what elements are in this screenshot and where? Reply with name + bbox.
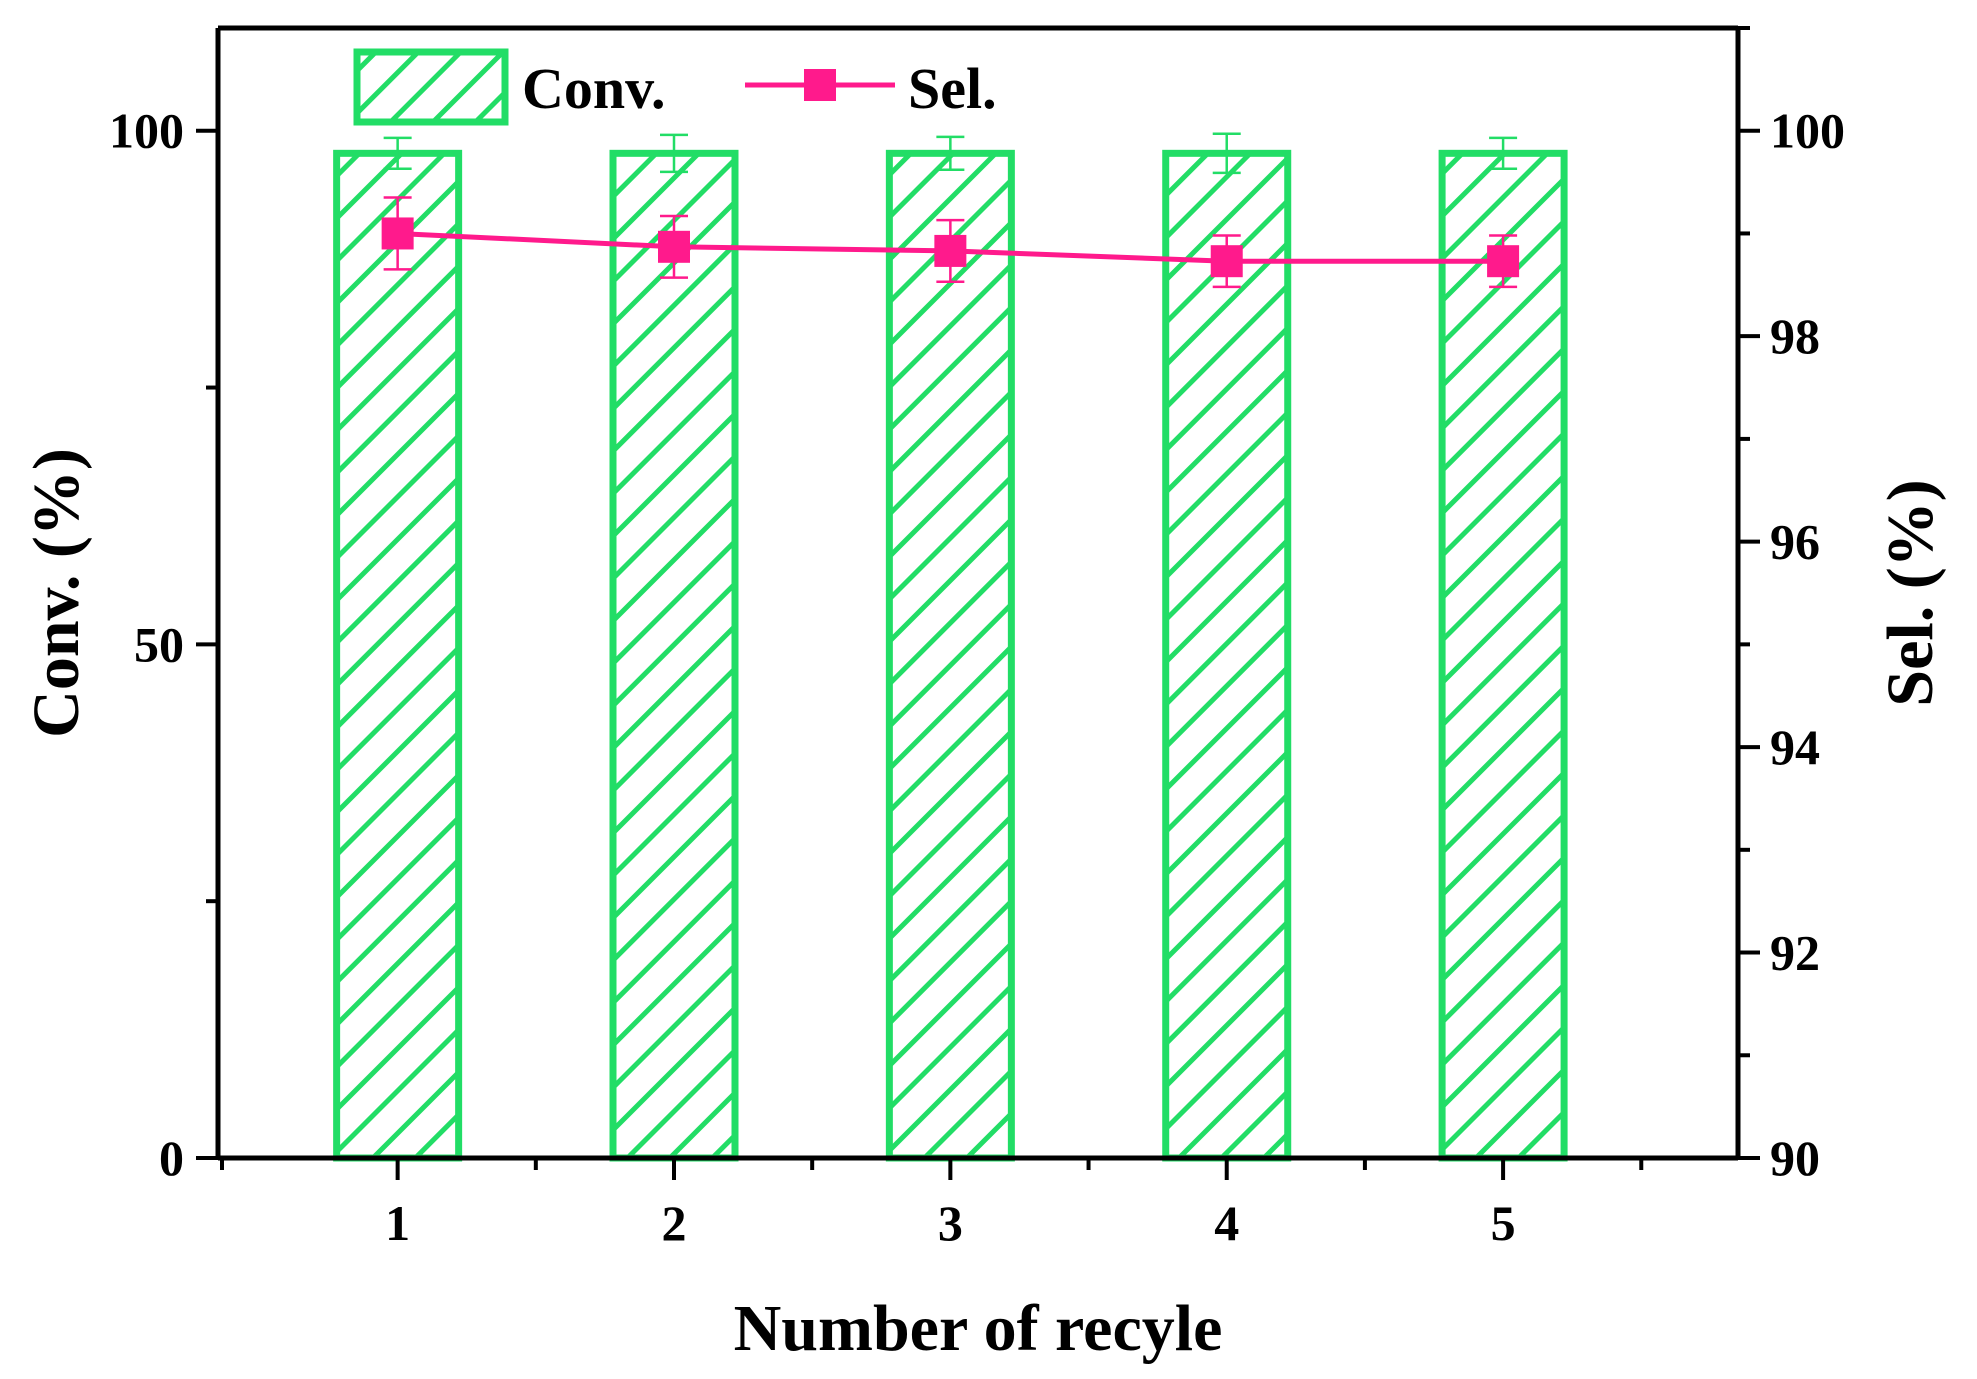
- bar-conv-1: [333, 149, 463, 1162]
- bar-conv-2: [609, 149, 739, 1162]
- x-tick-label: 4: [1214, 1195, 1239, 1251]
- legend: Conv. Sel.: [353, 48, 997, 126]
- y2-tick-label: 92: [1770, 925, 1820, 981]
- y2-axis-title: Sel. (%): [1874, 479, 1947, 706]
- y2-tick-label: 100: [1770, 103, 1845, 159]
- y2-tick-label: 90: [1770, 1130, 1820, 1186]
- axes-layer: 0 50 100 90 92 94 96 98 100 1 2 3 4 5 Number of recyle…: [20, 25, 1947, 1365]
- x-tick-label: 3: [938, 1195, 963, 1251]
- x-axis-title: Number of recyle: [734, 1292, 1223, 1365]
- legend-label-conv: Conv.: [522, 56, 665, 121]
- sel-point-2: [658, 230, 690, 263]
- bar-conv-3: [885, 149, 1015, 1162]
- sel-point-5: [1487, 245, 1520, 278]
- bars-layer: [333, 132, 1568, 1162]
- y2-tick-label: 96: [1770, 514, 1820, 570]
- x-tick-label: 2: [662, 1195, 687, 1251]
- y-tick-label: 0: [159, 1130, 184, 1186]
- bar-conv-4: [1162, 149, 1292, 1162]
- y-axis-title: Conv. (%): [20, 448, 93, 738]
- legend-label-sel: Sel.: [908, 56, 997, 121]
- bar-conv-5: [1438, 149, 1568, 1162]
- y-tick-label: 100: [109, 103, 184, 159]
- legend-marker-sel: [804, 69, 836, 101]
- selectivity-layer: [381, 196, 1520, 289]
- y2-tick-label: 94: [1770, 719, 1820, 775]
- legend-swatch-conv: [353, 48, 509, 126]
- y2-tick-label: 98: [1770, 308, 1820, 364]
- x-tick-label: 1: [385, 1195, 410, 1251]
- x-tick-label: 5: [1491, 1195, 1516, 1251]
- sel-point-4: [1210, 245, 1243, 278]
- sel-point-1: [381, 217, 414, 250]
- y-tick-label: 50: [134, 616, 184, 672]
- sel-point-3: [934, 234, 967, 267]
